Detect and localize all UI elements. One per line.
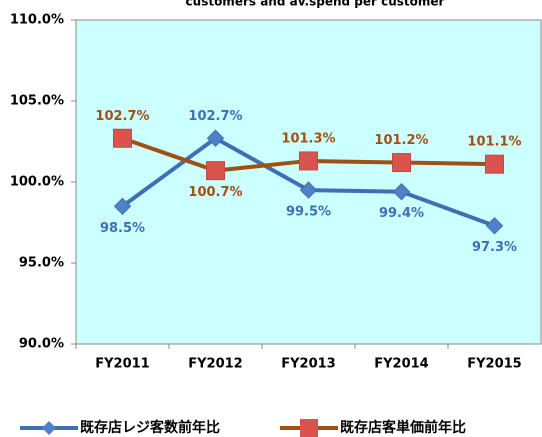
marker — [299, 181, 318, 199]
x-tick-label: FY2011 — [95, 357, 149, 372]
legend-marker — [300, 419, 318, 437]
legend-marker — [42, 421, 56, 435]
marker — [299, 151, 318, 171]
x-tick-label: FY2013 — [281, 357, 335, 372]
marker — [113, 197, 132, 216]
data-label: 101.1% — [467, 135, 521, 150]
marker — [485, 217, 504, 235]
chart-title: customers and av.spend per customer — [186, 0, 445, 9]
data-label: 102.7% — [188, 109, 242, 124]
legend-label: 既存店客単価前年比 — [340, 419, 466, 436]
y-tick-label: 90.0% — [19, 337, 64, 352]
data-label: 98.5% — [100, 221, 145, 236]
x-tick-label: FY2015 — [467, 357, 521, 372]
x-tick-label: FY2014 — [374, 357, 428, 372]
legend-label: 既存店レジ客数前年比 — [80, 419, 220, 436]
marker — [206, 129, 225, 147]
marker — [392, 183, 411, 201]
y-tick-label: 95.0% — [19, 256, 64, 271]
data-label: 102.7% — [95, 109, 149, 124]
y-tick-label: 105.0% — [10, 94, 64, 109]
data-label: 99.5% — [286, 205, 331, 220]
marker — [392, 153, 411, 173]
y-tick-label: 110.0% — [10, 13, 64, 28]
data-label: 97.3% — [472, 240, 517, 255]
x-tick-label: FY2012 — [188, 357, 242, 372]
marker — [206, 161, 225, 181]
data-label: 101.2% — [374, 133, 428, 148]
data-label: 99.4% — [379, 206, 424, 221]
marker — [113, 128, 132, 148]
y-tick-label: 100.0% — [10, 175, 64, 190]
marker — [485, 154, 504, 174]
data-label: 100.7% — [188, 185, 242, 200]
data-label: 101.3% — [281, 131, 335, 146]
